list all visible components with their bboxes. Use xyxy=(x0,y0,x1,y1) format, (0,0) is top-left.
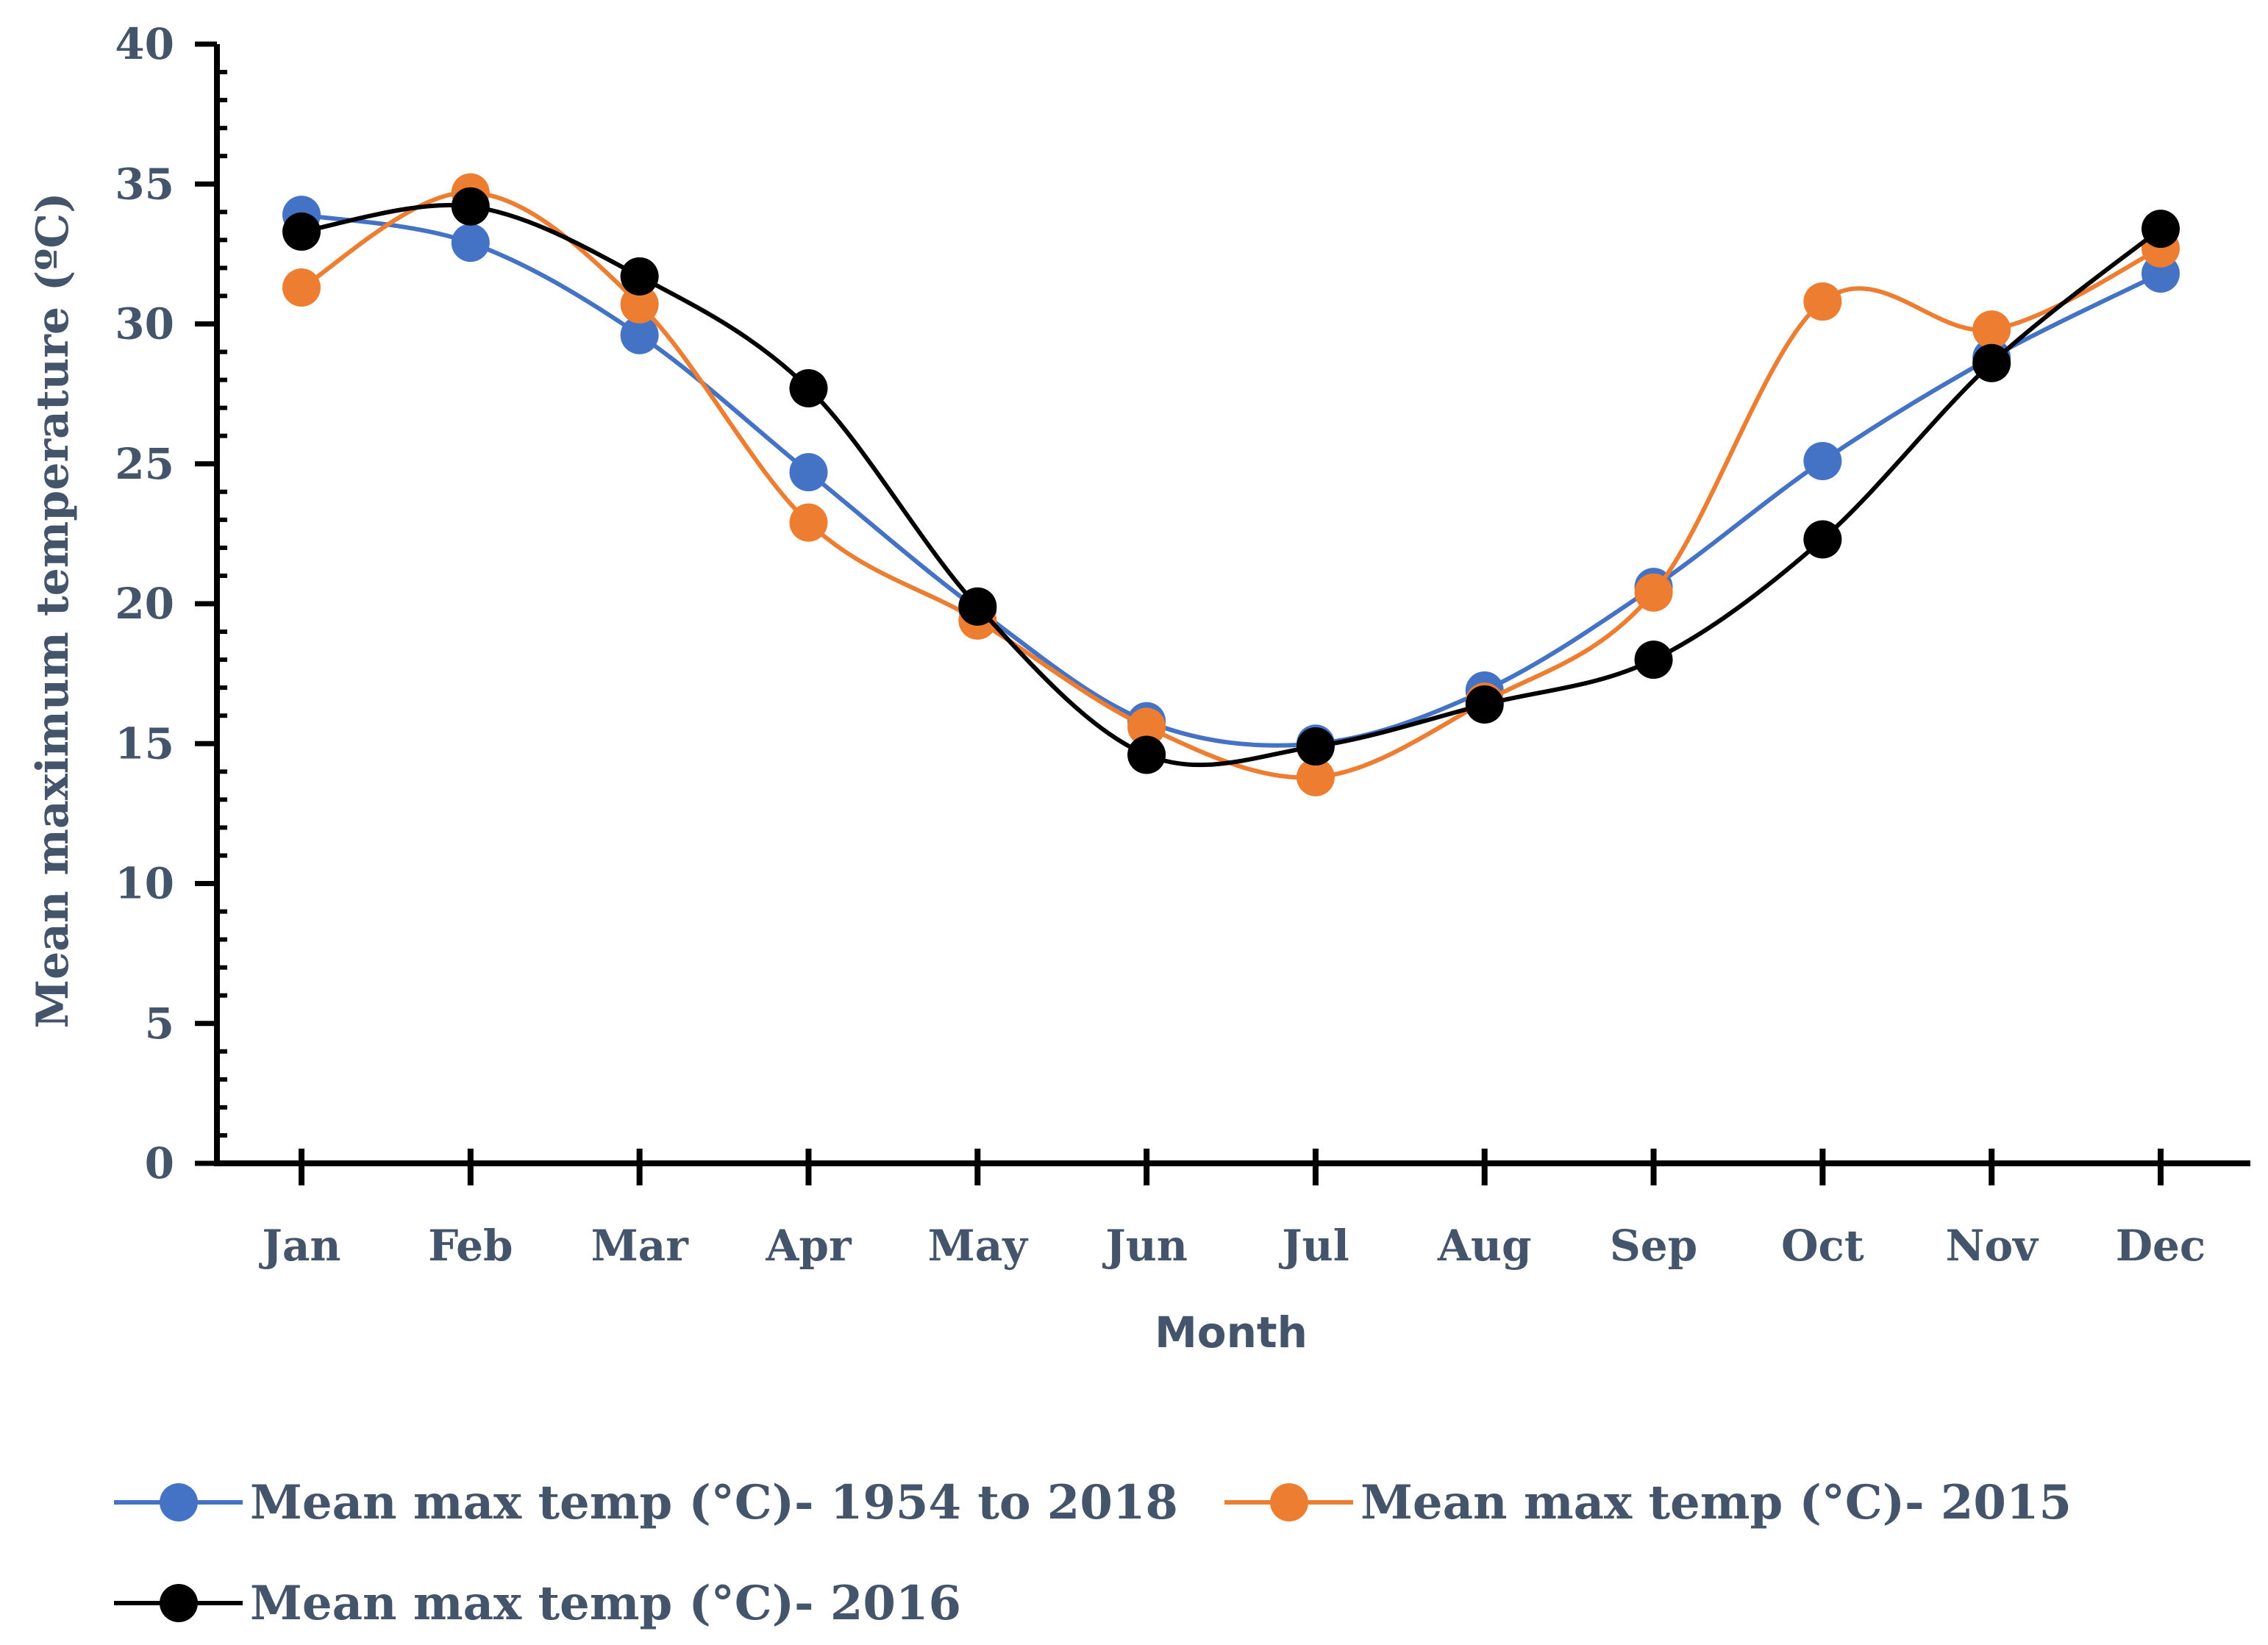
y-tick-label: 35 xyxy=(115,159,174,209)
data-point xyxy=(1296,727,1335,766)
data-point xyxy=(1634,573,1673,612)
y-tick-label: 0 xyxy=(145,1138,174,1188)
series-2 xyxy=(282,173,2180,796)
legend-item-3: Mean max temp (°C)- 2016 xyxy=(114,1576,961,1631)
data-point xyxy=(451,187,490,226)
data-point xyxy=(1127,735,1166,774)
y-tick-label: 10 xyxy=(115,859,174,909)
y-axis-title: Mean maximum temperature (ºC) xyxy=(27,193,79,1029)
x-tick-label: Dec xyxy=(2116,1221,2206,1271)
legend-marker xyxy=(160,1584,198,1622)
data-point xyxy=(1127,707,1166,746)
series-3 xyxy=(282,187,2180,774)
data-point xyxy=(620,285,659,324)
y-tick-label: 25 xyxy=(115,439,174,489)
data-point xyxy=(1803,520,1842,559)
data-point xyxy=(451,224,490,263)
x-tick-label: Aug xyxy=(1437,1221,1532,1271)
data-point xyxy=(282,268,321,307)
legend-item-1: Mean max temp (°C)- 1954 to 2018 xyxy=(114,1475,1178,1530)
y-tick-label: 20 xyxy=(115,579,174,629)
x-tick-label: Jan xyxy=(258,1221,340,1271)
data-point xyxy=(1296,757,1335,796)
data-point xyxy=(789,453,828,492)
data-point xyxy=(1465,685,1504,724)
data-point xyxy=(789,369,828,408)
legend-label: Mean max temp (°C)- 2015 xyxy=(1361,1475,2072,1530)
y-tick-label: 40 xyxy=(115,19,174,69)
x-tick-label: Nov xyxy=(1945,1221,2039,1271)
x-tick-label: Oct xyxy=(1781,1221,1864,1271)
data-point xyxy=(1803,282,1842,321)
y-tick-label: 5 xyxy=(145,999,174,1049)
series-1 xyxy=(282,196,2180,763)
data-point xyxy=(282,212,321,251)
series-line xyxy=(300,190,2162,780)
x-tick-label: Mar xyxy=(591,1221,689,1271)
chart-series xyxy=(282,173,2180,796)
chart-ticks: 0 5 10 15 20 25 30 35 40 Jan Feb Mar Apr May Jun Jul Aug… xyxy=(115,19,2205,1271)
data-point xyxy=(1972,343,2011,382)
x-tick-label: Jun xyxy=(1102,1221,1188,1271)
data-point xyxy=(1972,310,2011,349)
legend-label: Mean max temp (°C)- 1954 to 2018 xyxy=(250,1475,1178,1530)
chart-axes xyxy=(214,44,2250,1166)
y-tick-label: 30 xyxy=(115,299,174,349)
data-point xyxy=(2142,210,2180,249)
series-line xyxy=(301,203,2162,768)
data-point xyxy=(620,315,659,354)
legend-marker xyxy=(1270,1483,1308,1521)
data-point xyxy=(1803,441,1842,480)
data-point xyxy=(1634,640,1673,679)
x-tick-label: Sep xyxy=(1610,1221,1697,1271)
x-tick-label: Apr xyxy=(765,1221,852,1271)
data-point xyxy=(789,503,828,542)
data-point xyxy=(958,587,997,626)
legend-marker xyxy=(160,1483,198,1521)
x-tick-label: Feb xyxy=(428,1221,513,1271)
legend-label: Mean max temp (°C)- 2016 xyxy=(250,1576,961,1631)
x-axis-title: Month xyxy=(1155,1307,1308,1357)
data-point xyxy=(620,257,659,296)
x-tick-label: Jul xyxy=(1278,1221,1349,1271)
chart-legend: Mean max temp (°C)- 1954 to 2018 Mean max… xyxy=(114,1475,2072,1631)
legend-item-2: Mean max temp (°C)- 2015 xyxy=(1224,1475,2072,1530)
y-tick-label: 15 xyxy=(115,718,174,768)
x-tick-label: May xyxy=(928,1221,1030,1271)
